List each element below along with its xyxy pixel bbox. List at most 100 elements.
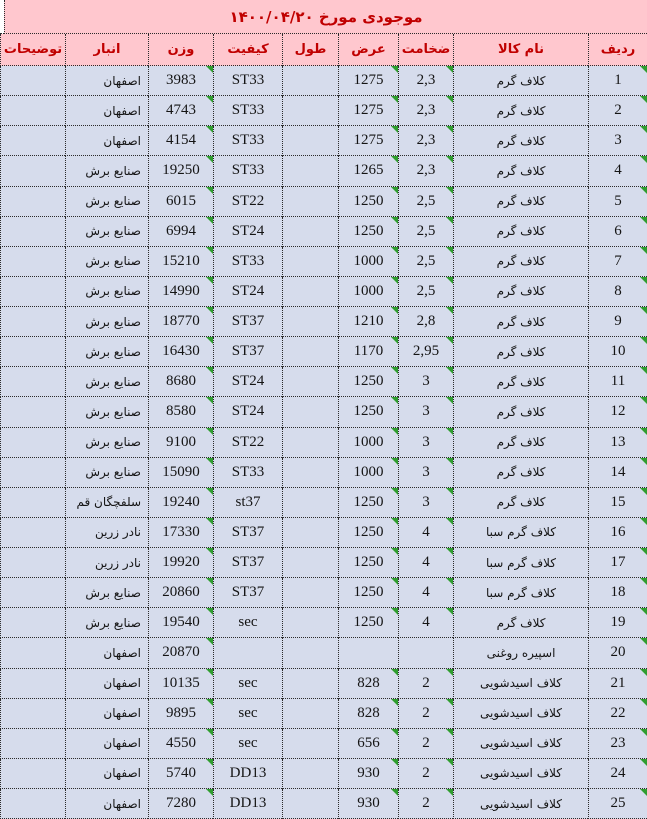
cell-warehouse[interactable]: صنایع برش: [65, 307, 148, 338]
cell-width[interactable]: 1250: [338, 216, 398, 247]
cell-width[interactable]: 1265: [338, 156, 398, 187]
cell-length[interactable]: [282, 789, 338, 819]
cell-warehouse[interactable]: صنایع برش: [65, 457, 148, 488]
cell-radif[interactable]: 21: [588, 668, 647, 699]
cell-notes[interactable]: [0, 789, 65, 819]
cell-warehouse[interactable]: سلفچگان قم: [65, 487, 148, 518]
cell-radif[interactable]: 22: [588, 698, 647, 729]
cell-weight[interactable]: 10135: [148, 668, 213, 699]
cell-length[interactable]: [282, 517, 338, 548]
cell-width[interactable]: 1275: [338, 66, 398, 97]
cell-notes[interactable]: [0, 578, 65, 609]
cell-radif[interactable]: 25: [588, 789, 647, 819]
cell-item[interactable]: کلاف اسیدشویی: [453, 758, 588, 789]
cell-notes[interactable]: [0, 216, 65, 247]
cell-length[interactable]: [282, 186, 338, 217]
cell-width[interactable]: 1250: [338, 548, 398, 579]
cell-width[interactable]: 1000: [338, 427, 398, 458]
cell-notes[interactable]: [0, 246, 65, 277]
cell-thickness[interactable]: 2,5: [398, 216, 453, 247]
cell-weight[interactable]: 19250: [148, 156, 213, 187]
cell-notes[interactable]: [0, 367, 65, 398]
cell-length[interactable]: [282, 367, 338, 398]
cell-thickness[interactable]: 4: [398, 578, 453, 609]
cell-quality[interactable]: ST33: [213, 156, 282, 187]
cell-warehouse[interactable]: اصفهان: [65, 698, 148, 729]
cell-length[interactable]: [282, 96, 338, 127]
cell-quality[interactable]: ST33: [213, 246, 282, 277]
cell-quality[interactable]: ST37: [213, 578, 282, 609]
cell-thickness[interactable]: 2,3: [398, 66, 453, 97]
cell-width[interactable]: 828: [338, 668, 398, 699]
cell-width[interactable]: 656: [338, 728, 398, 759]
cell-length[interactable]: [282, 156, 338, 187]
cell-thickness[interactable]: 2: [398, 789, 453, 819]
cell-quality[interactable]: sec: [213, 668, 282, 699]
cell-warehouse[interactable]: نادر زرین: [65, 548, 148, 579]
column-header-radif[interactable]: ردیف: [588, 34, 647, 66]
cell-item[interactable]: کلاف اسیدشویی: [453, 668, 588, 699]
cell-thickness[interactable]: 2,5: [398, 246, 453, 277]
cell-quality[interactable]: ST33: [213, 66, 282, 97]
cell-radif[interactable]: 15: [588, 487, 647, 518]
cell-item[interactable]: کلاف گرم: [453, 427, 588, 458]
cell-warehouse[interactable]: صنایع برش: [65, 608, 148, 639]
cell-length[interactable]: [282, 698, 338, 729]
cell-notes[interactable]: [0, 276, 65, 307]
cell-notes[interactable]: [0, 96, 65, 127]
cell-item[interactable]: کلاف گرم: [453, 186, 588, 217]
cell-quality[interactable]: ST37: [213, 337, 282, 368]
cell-weight[interactable]: 9100: [148, 427, 213, 458]
cell-thickness[interactable]: 3: [398, 427, 453, 458]
cell-warehouse[interactable]: صنایع برش: [65, 337, 148, 368]
cell-quality[interactable]: ST33: [213, 96, 282, 127]
cell-radif[interactable]: 10: [588, 337, 647, 368]
cell-quality[interactable]: ST33: [213, 126, 282, 157]
cell-thickness[interactable]: 2,8: [398, 307, 453, 338]
cell-weight[interactable]: 5740: [148, 758, 213, 789]
cell-notes[interactable]: [0, 156, 65, 187]
cell-radif[interactable]: 23: [588, 728, 647, 759]
cell-width[interactable]: 1250: [338, 608, 398, 639]
cell-quality[interactable]: ST24: [213, 367, 282, 398]
cell-radif[interactable]: 11: [588, 367, 647, 398]
cell-radif[interactable]: 19: [588, 608, 647, 639]
cell-thickness[interactable]: 2,3: [398, 96, 453, 127]
cell-radif[interactable]: 13: [588, 427, 647, 458]
cell-weight[interactable]: 8580: [148, 397, 213, 428]
cell-radif[interactable]: 3: [588, 126, 647, 157]
cell-length[interactable]: [282, 216, 338, 247]
cell-notes[interactable]: [0, 517, 65, 548]
cell-warehouse[interactable]: نادر زرین: [65, 517, 148, 548]
cell-length[interactable]: [282, 578, 338, 609]
cell-quality[interactable]: DD13: [213, 789, 282, 819]
cell-notes[interactable]: [0, 758, 65, 789]
cell-item[interactable]: کلاف گرم: [453, 337, 588, 368]
cell-thickness[interactable]: 3: [398, 397, 453, 428]
cell-notes[interactable]: [0, 186, 65, 217]
cell-length[interactable]: [282, 276, 338, 307]
cell-item[interactable]: کلاف گرم: [453, 367, 588, 398]
cell-item[interactable]: کلاف گرم سبا: [453, 578, 588, 609]
cell-notes[interactable]: [0, 668, 65, 699]
cell-length[interactable]: [282, 758, 338, 789]
cell-quality[interactable]: ST37: [213, 548, 282, 579]
cell-warehouse[interactable]: اصفهان: [65, 728, 148, 759]
cell-thickness[interactable]: 3: [398, 367, 453, 398]
cell-width[interactable]: 1250: [338, 578, 398, 609]
cell-notes[interactable]: [0, 126, 65, 157]
cell-quality[interactable]: DD13: [213, 758, 282, 789]
cell-weight[interactable]: 18770: [148, 307, 213, 338]
cell-item[interactable]: اسپیره روغنی: [453, 638, 588, 669]
cell-notes[interactable]: [0, 397, 65, 428]
cell-weight[interactable]: 8680: [148, 367, 213, 398]
cell-weight[interactable]: 19540: [148, 608, 213, 639]
cell-thickness[interactable]: 2,5: [398, 186, 453, 217]
cell-quality[interactable]: ST22: [213, 427, 282, 458]
cell-thickness[interactable]: 3: [398, 487, 453, 518]
cell-warehouse[interactable]: صنایع برش: [65, 186, 148, 217]
column-header-weight[interactable]: وزن: [148, 34, 213, 66]
cell-notes[interactable]: [0, 638, 65, 669]
cell-radif[interactable]: 17: [588, 548, 647, 579]
cell-weight[interactable]: 14990: [148, 276, 213, 307]
